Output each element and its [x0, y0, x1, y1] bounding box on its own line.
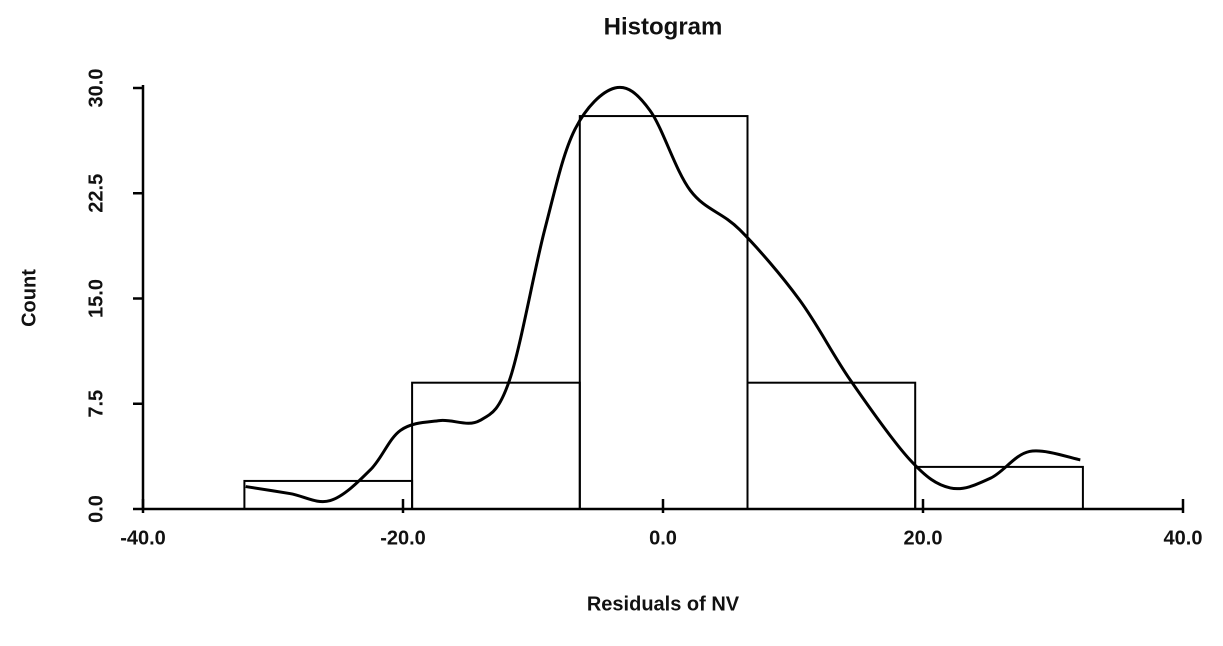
bar [746, 381, 917, 511]
y-tick-label: 7.5 [85, 390, 107, 418]
x-axis-label: Residuals of NV [587, 593, 740, 615]
bar [914, 465, 1084, 510]
chart-title: Histogram [604, 13, 723, 40]
y-tick-label: 0.0 [85, 495, 107, 523]
y-axis-label: Count [18, 269, 40, 327]
x-tick-label: 40.0 [1164, 527, 1203, 549]
x-tick-label: 0.0 [649, 527, 677, 549]
x-tick-label: -20.0 [380, 527, 426, 549]
x-tick-label: -40.0 [120, 527, 166, 549]
y-tick-label: 22.5 [85, 174, 107, 213]
y-tick-label: 15.0 [85, 279, 107, 318]
density-curve [245, 85, 1081, 504]
bar [411, 381, 581, 511]
x-tick-label: 20.0 [904, 527, 943, 549]
y-tick-label: 30.0 [85, 69, 107, 108]
bar [243, 479, 414, 510]
bar [578, 115, 749, 510]
